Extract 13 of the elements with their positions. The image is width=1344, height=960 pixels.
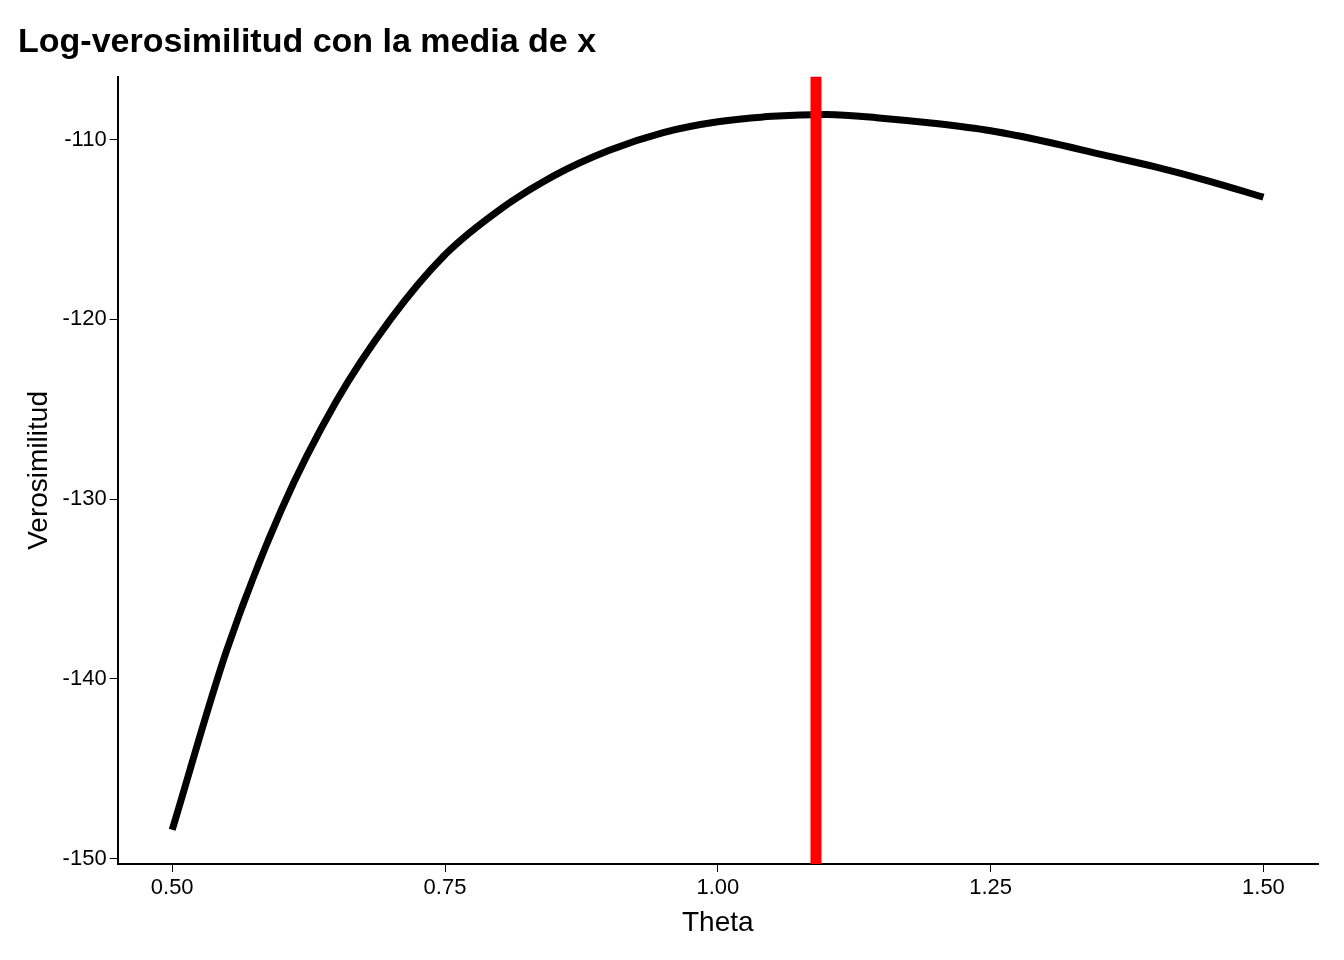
x-tick-label: 1.00 — [696, 874, 740, 900]
y-tick-label: -130 — [62, 485, 107, 511]
y-tick-label: -140 — [62, 664, 107, 690]
chart-title: Log-verosimilitud con la media de x — [18, 20, 597, 59]
y-tick-label: -150 — [62, 844, 107, 870]
x-tick-label: 0.50 — [150, 874, 194, 900]
x-tick-label: 1.50 — [1242, 874, 1285, 900]
x-axis-title: Theta — [682, 905, 755, 937]
y-axis-title: Verosimilitud — [21, 391, 53, 550]
x-tick-label: 1.25 — [969, 874, 1013, 900]
x-tick-label: 0.75 — [423, 874, 467, 900]
y-tick-label: -120 — [62, 305, 107, 331]
y-tick-label: -110 — [64, 125, 107, 151]
